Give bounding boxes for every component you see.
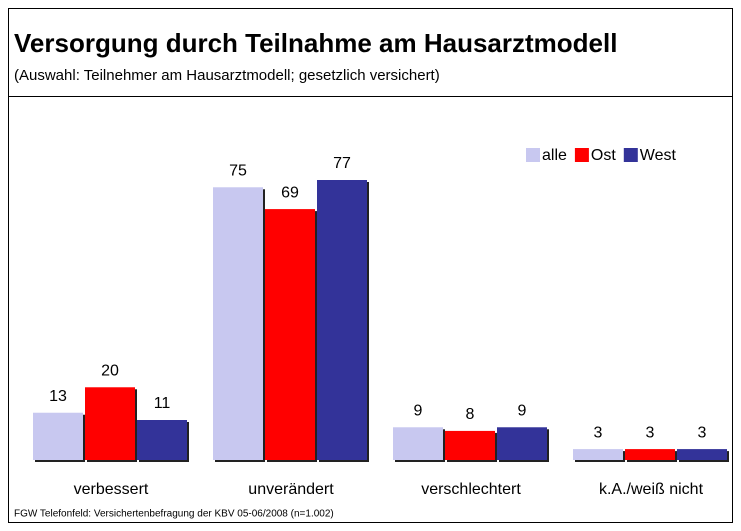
bar <box>497 427 547 460</box>
bar <box>85 387 135 460</box>
value-label: 3 <box>698 424 707 441</box>
bar <box>625 449 675 460</box>
bar <box>33 412 83 460</box>
bar <box>265 209 315 460</box>
legend-swatch <box>574 148 589 162</box>
chart-subtitle: (Auswahl: Teilnehmer am Hausarztmodell; … <box>14 67 440 84</box>
legend-label: alle <box>542 147 567 164</box>
chart-title: Versorgung durch Teilnahme am Hausarztmo… <box>14 28 617 58</box>
legend-swatch <box>623 148 638 162</box>
bar <box>445 430 495 460</box>
x-tick-label: verbessert <box>74 481 149 498</box>
source-note: FGW Telefonfeld: Versichertenbefragung d… <box>14 509 334 520</box>
bar <box>677 449 727 460</box>
value-label: 69 <box>281 184 299 201</box>
value-label: 13 <box>49 388 67 405</box>
value-label: 11 <box>154 395 171 412</box>
legend-label: Ost <box>591 147 616 164</box>
value-label: 9 <box>518 402 527 419</box>
value-label: 75 <box>229 162 247 179</box>
legend-swatch <box>526 148 540 162</box>
bar <box>213 187 263 461</box>
value-label: 8 <box>466 406 475 423</box>
value-label: 3 <box>594 424 603 441</box>
legend-label: West <box>640 147 677 164</box>
value-label: 20 <box>101 362 119 379</box>
bar <box>393 427 443 460</box>
x-tick-label: unverändert <box>248 481 334 498</box>
frame <box>8 8 733 523</box>
bar <box>137 420 187 460</box>
value-label: 3 <box>646 424 655 441</box>
x-tick-label: k.A./weiß nicht <box>599 481 704 498</box>
bar <box>317 180 367 460</box>
x-tick-label: verschlechtert <box>421 481 521 498</box>
value-label: 9 <box>414 402 423 419</box>
value-label: 77 <box>333 155 351 172</box>
bar <box>573 449 623 460</box>
